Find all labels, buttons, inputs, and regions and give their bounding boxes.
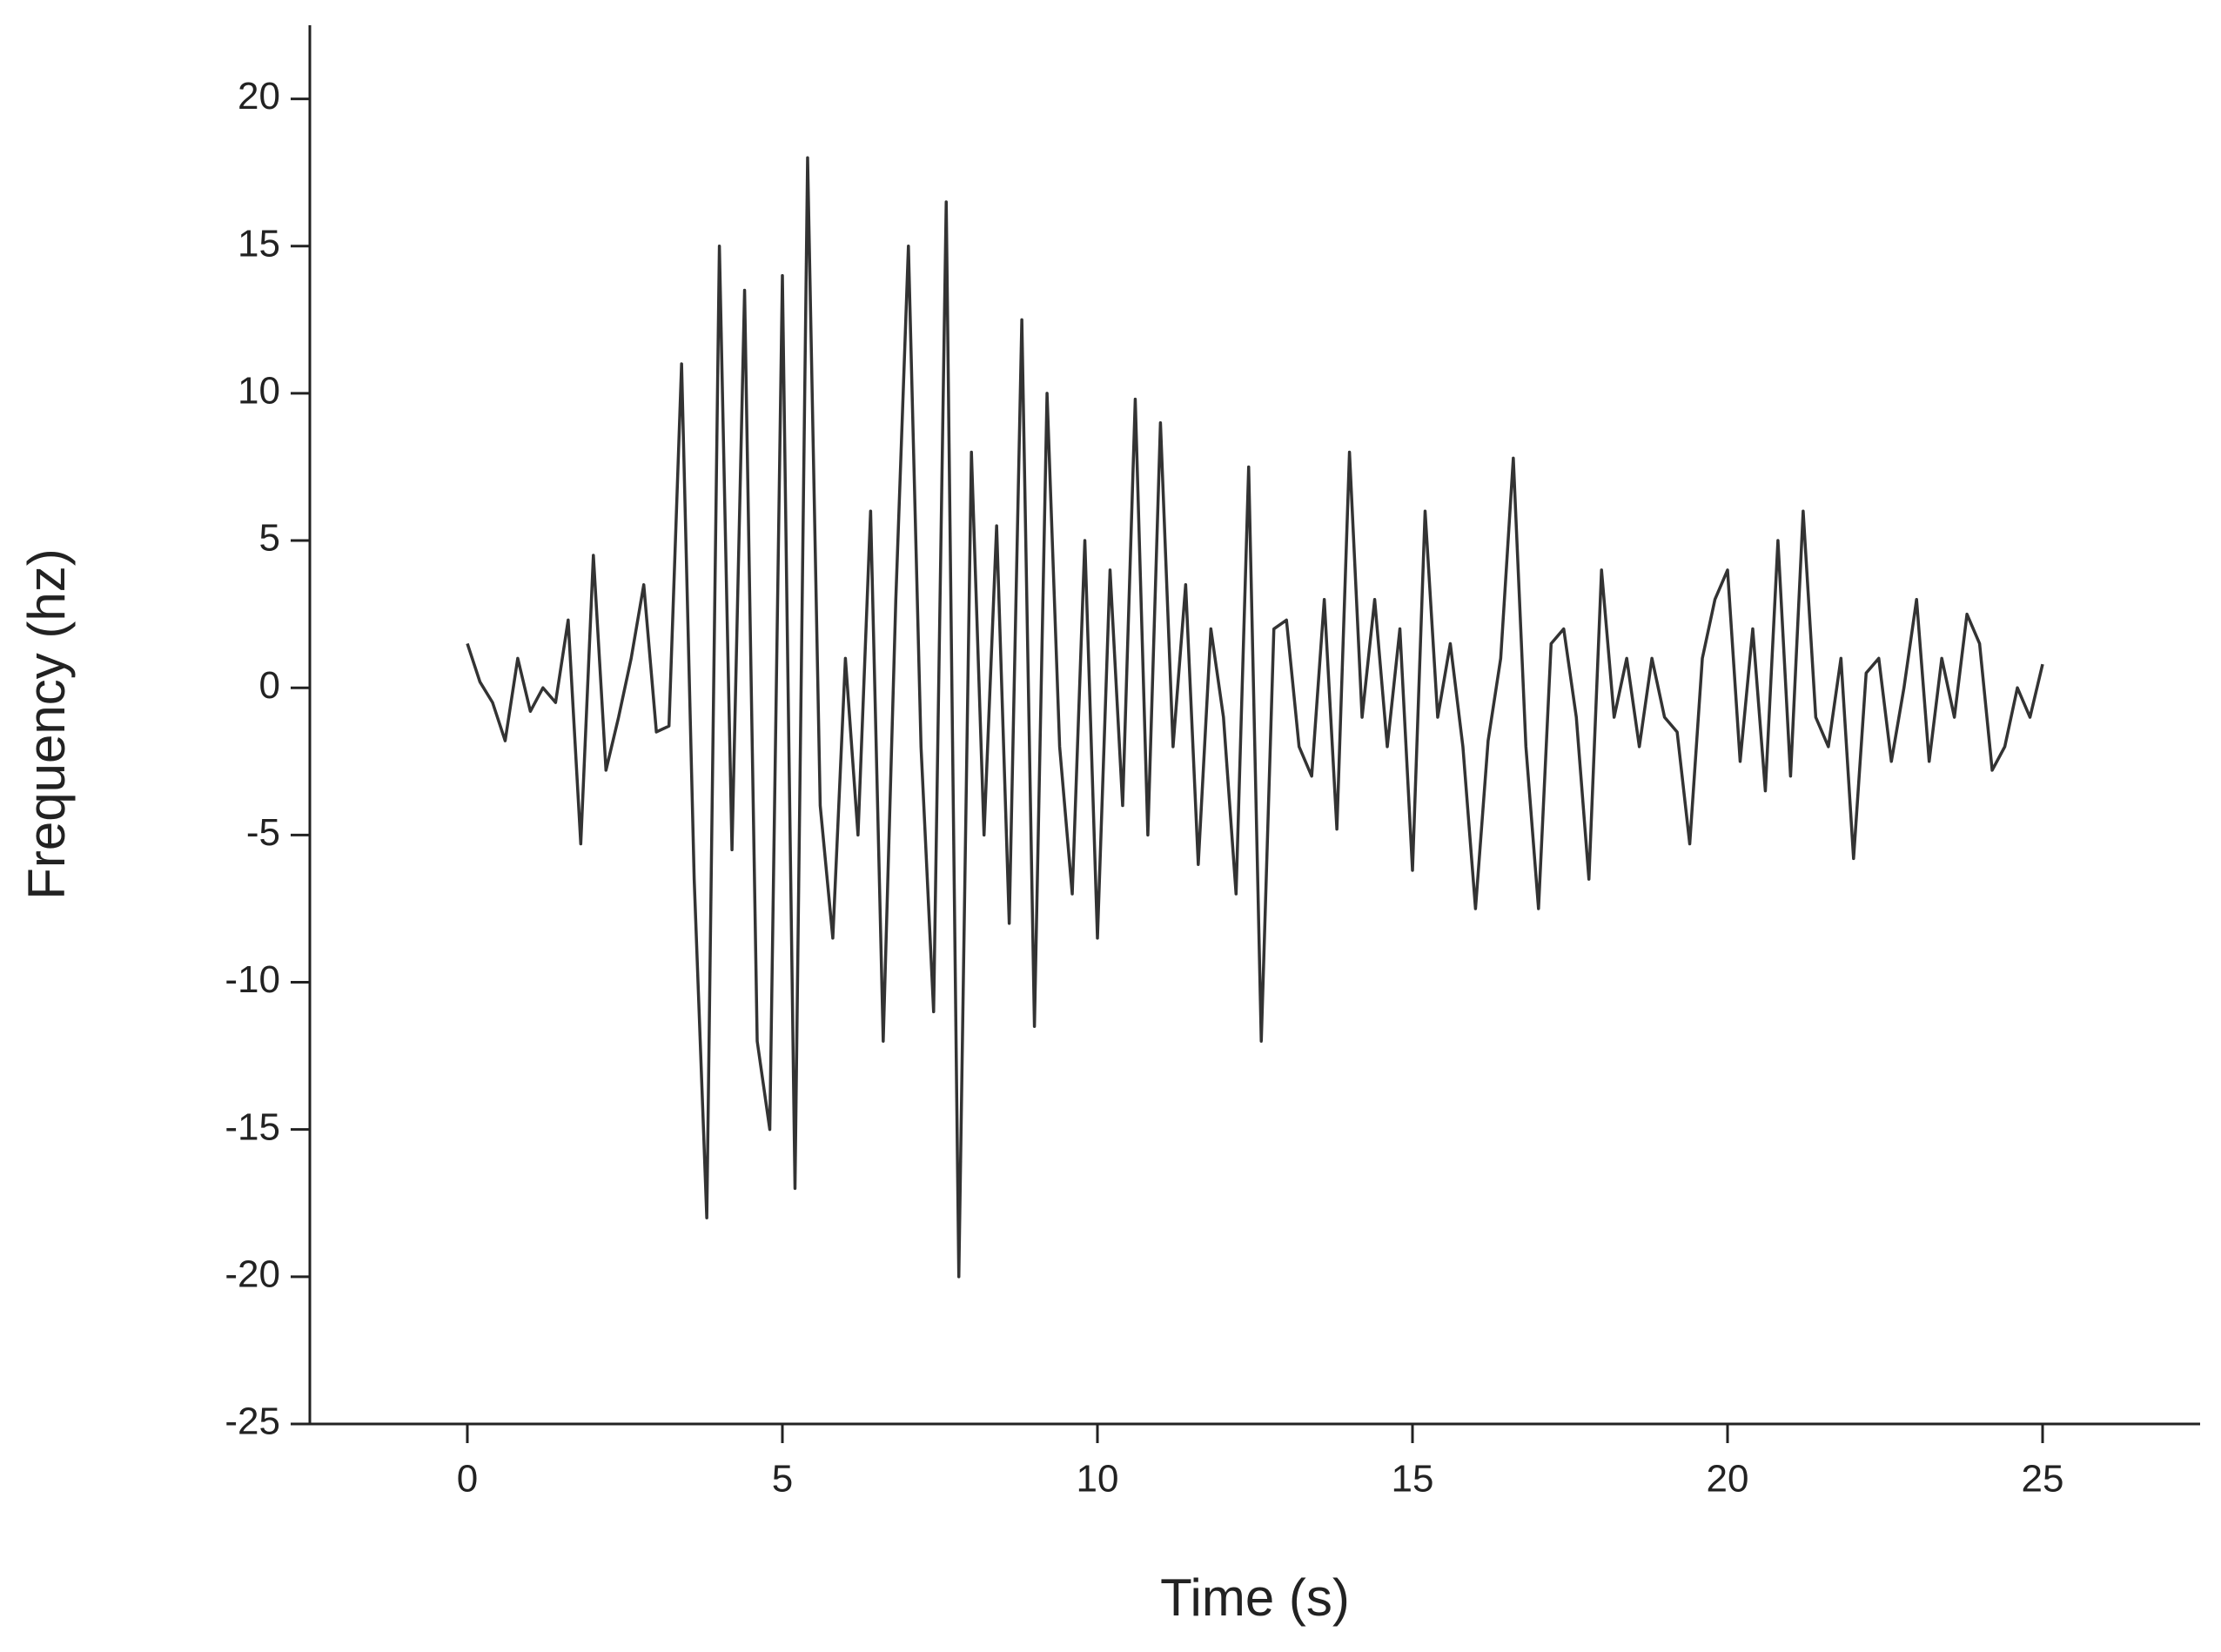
y-tick-label: -25 <box>225 1400 280 1443</box>
y-tick-label: 10 <box>238 370 280 413</box>
x-tick-label: 15 <box>1392 1458 1434 1501</box>
y-tick-label: -20 <box>225 1252 280 1295</box>
y-tick-label: 0 <box>259 664 280 707</box>
data-line <box>466 156 2044 1279</box>
x-tick-label: 0 <box>457 1458 478 1501</box>
x-tick-label: 5 <box>772 1458 793 1501</box>
y-axis-title: Frequency (hz) <box>17 548 76 899</box>
x-axis-title: Time (s) <box>1160 1568 1350 1627</box>
x-tick-label: 10 <box>1077 1458 1119 1501</box>
y-tick-label: -15 <box>225 1105 280 1148</box>
y-tick-label: -10 <box>225 958 280 1001</box>
x-tick-label: 25 <box>2022 1458 2064 1501</box>
x-tick-label: 20 <box>1707 1458 1749 1501</box>
y-tick-label: 5 <box>259 517 280 560</box>
y-tick-label: -5 <box>246 811 280 854</box>
y-tick-label: 15 <box>238 222 280 265</box>
y-tick-label: 20 <box>238 75 280 118</box>
